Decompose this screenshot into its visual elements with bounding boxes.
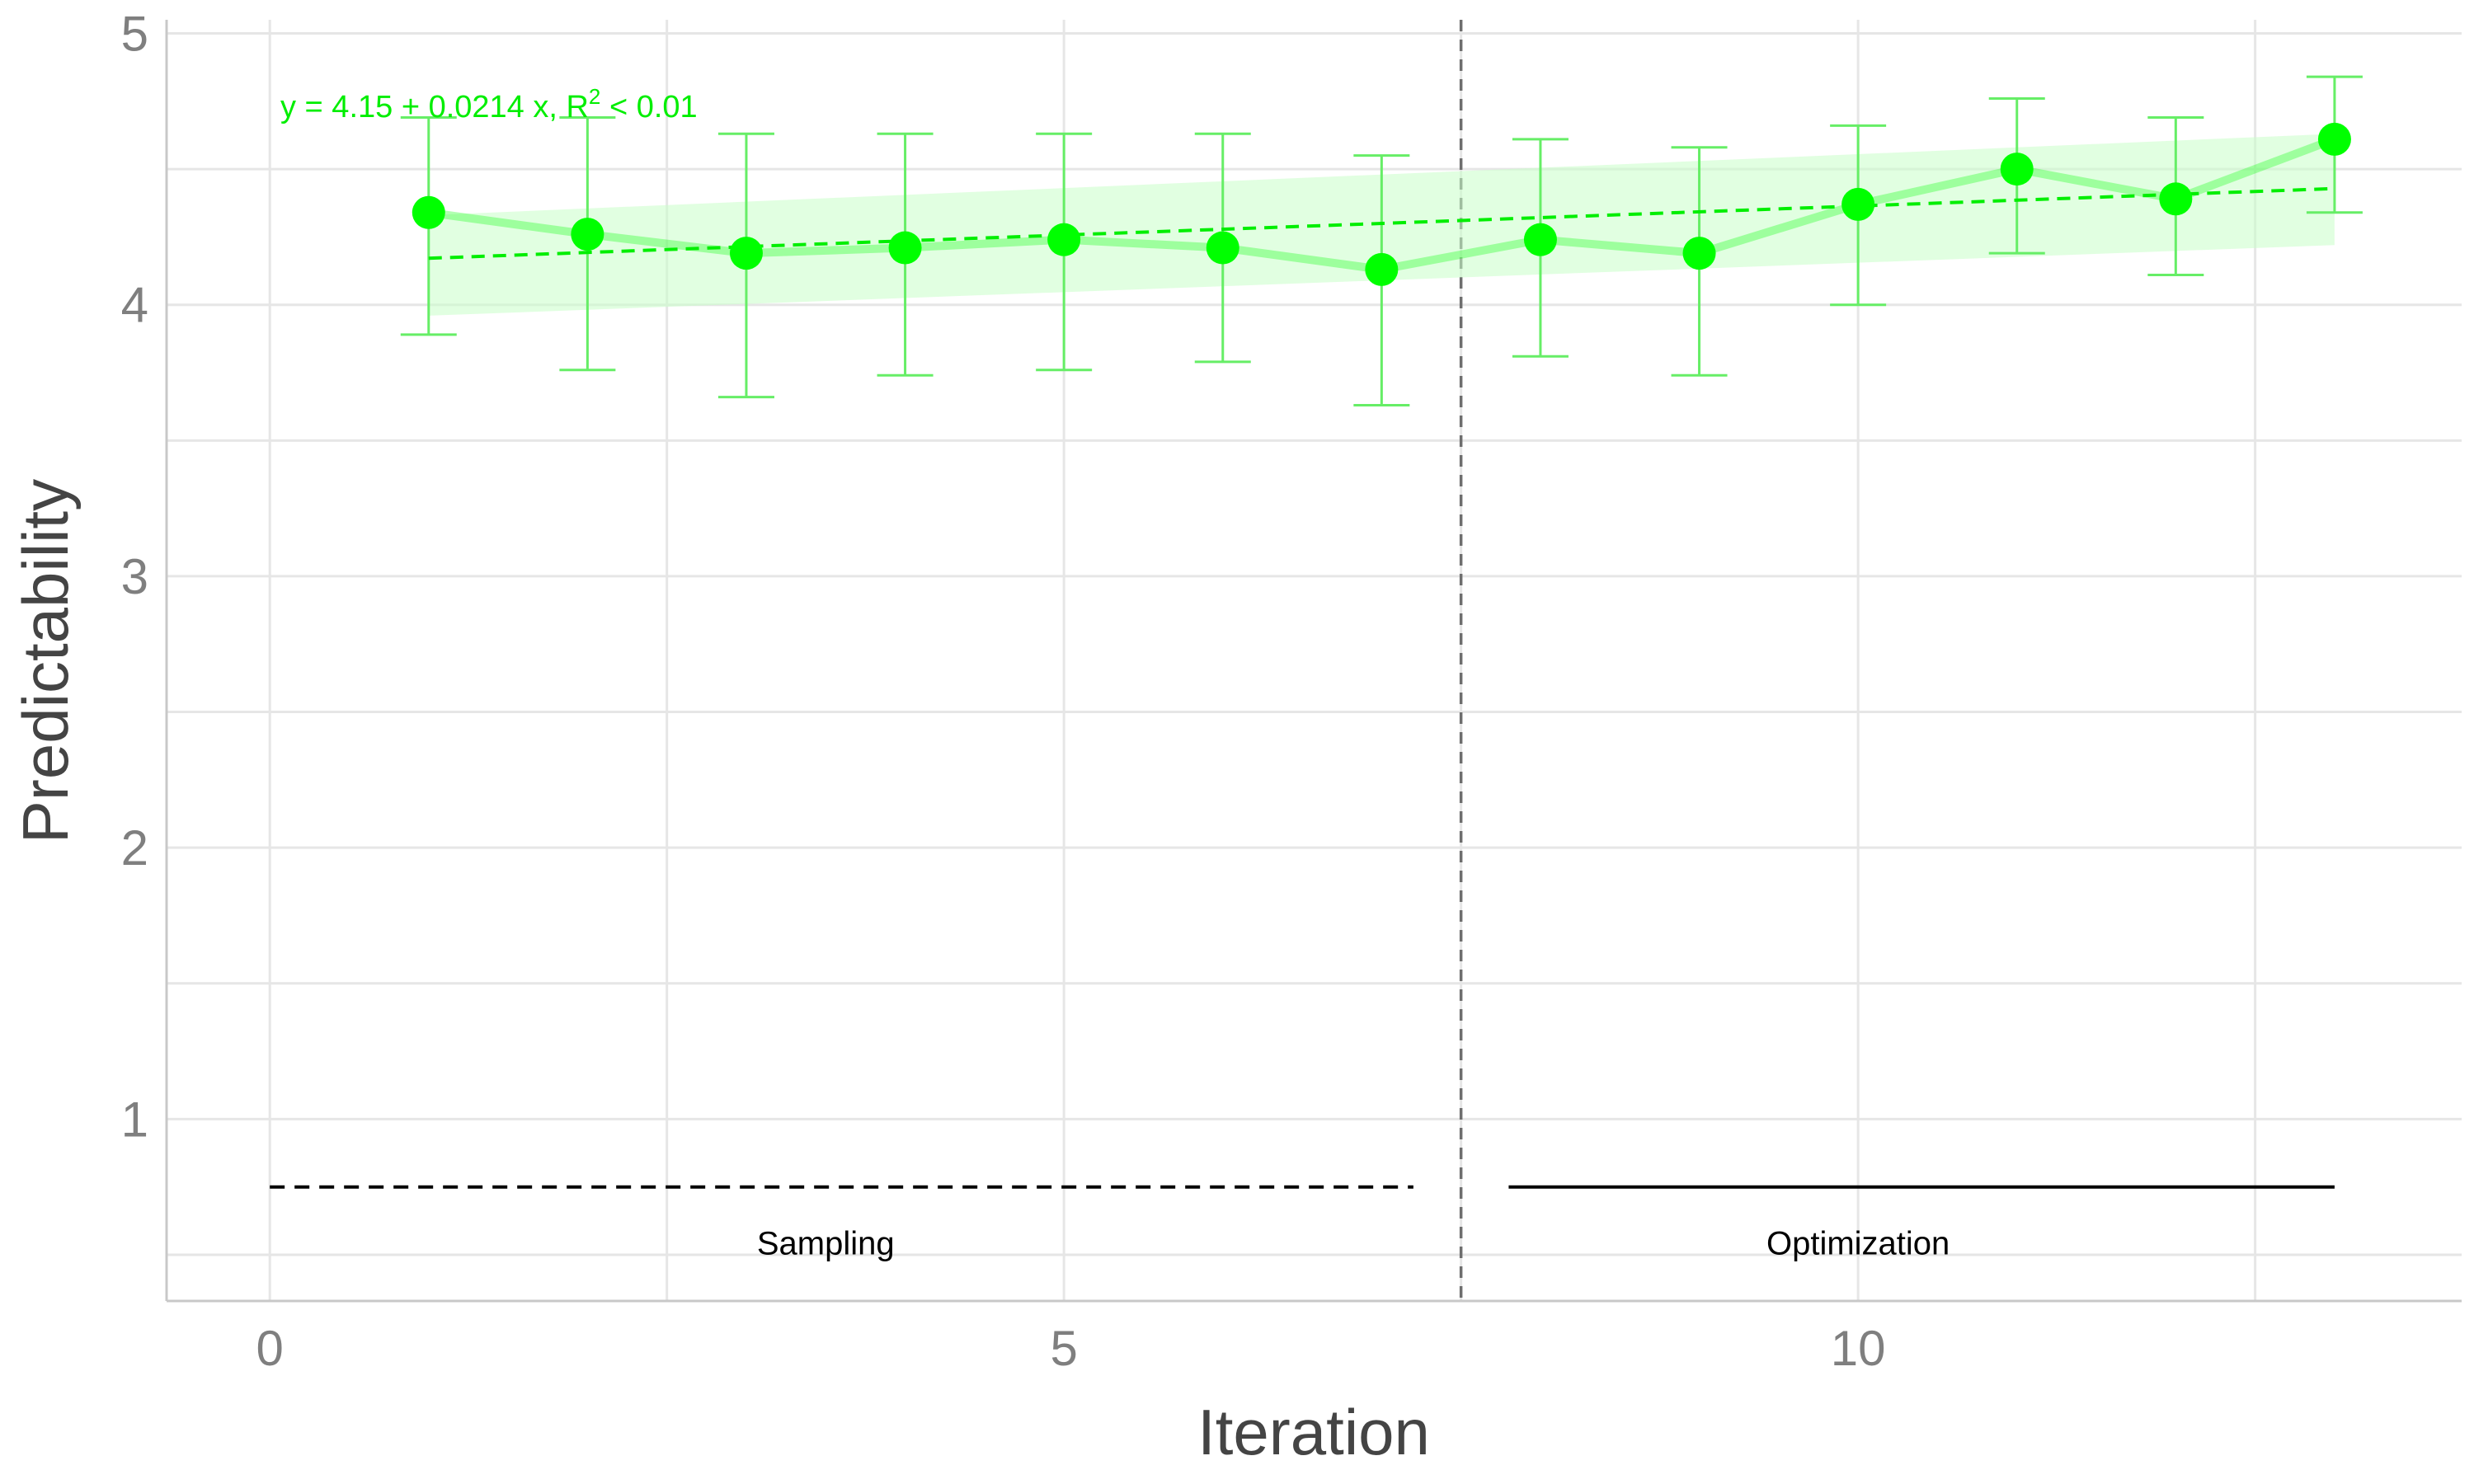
y-tick-label: 1 bbox=[121, 1092, 148, 1147]
regression-equation: y = 4.15 + 0.0214 x, R2 < 0.01 bbox=[280, 84, 698, 124]
data-point bbox=[1206, 231, 1239, 265]
y-axis-title: Predictability bbox=[9, 479, 82, 843]
data-point bbox=[729, 237, 763, 270]
data-point bbox=[888, 231, 922, 265]
data-point bbox=[571, 218, 604, 251]
y-tick-label: 5 bbox=[121, 6, 148, 61]
data-point bbox=[1047, 223, 1081, 256]
y-tick-label: 3 bbox=[121, 549, 148, 604]
x-tick-label: 10 bbox=[1831, 1321, 1886, 1376]
phase-label: Sampling bbox=[757, 1226, 895, 1262]
axes bbox=[165, 20, 2462, 1303]
data-point bbox=[2317, 122, 2351, 156]
data-points bbox=[412, 122, 2351, 286]
y-tick-label: 2 bbox=[121, 820, 148, 876]
regression-fit-line bbox=[428, 186, 2335, 261]
data-point bbox=[2159, 182, 2193, 216]
data-point bbox=[1682, 237, 1716, 270]
data-point bbox=[1523, 223, 1557, 256]
x-tick-label: 0 bbox=[256, 1321, 283, 1376]
data-point bbox=[2000, 153, 2034, 186]
phase-label: Optimization bbox=[1766, 1226, 1950, 1262]
equation-r-value: < 0.01 bbox=[600, 90, 697, 124]
data-point bbox=[412, 195, 445, 229]
y-tick-label: 4 bbox=[121, 278, 148, 333]
x-tick-label: 5 bbox=[1050, 1321, 1077, 1376]
x-axis-title: Iteration bbox=[1197, 1396, 1430, 1468]
equation-r-exponent: 2 bbox=[589, 84, 600, 109]
data-point bbox=[1841, 187, 1875, 221]
regression-line bbox=[428, 186, 2335, 261]
tick-labels: 0 5 10 1 2 3 4 5 bbox=[121, 6, 1886, 1376]
equation-main: y = 4.15 + 0.0214 x, R bbox=[280, 90, 589, 124]
data-point bbox=[1365, 252, 1399, 286]
phase-annotations: Sampling Optimization bbox=[270, 1185, 2335, 1262]
